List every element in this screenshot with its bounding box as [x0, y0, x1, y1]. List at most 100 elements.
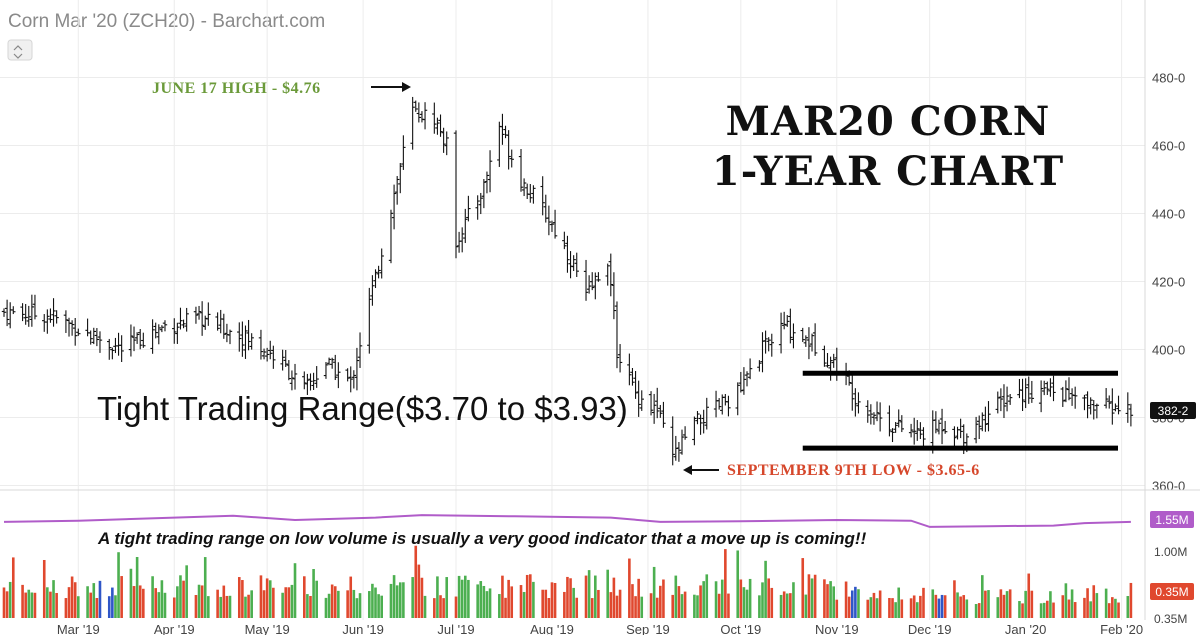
volume-bar	[8, 581, 12, 618]
volume-bar	[1067, 599, 1071, 618]
volume-bar	[445, 577, 449, 618]
volume-bar	[398, 582, 402, 618]
price-bar	[308, 373, 313, 391]
volume-bar	[869, 597, 873, 618]
volume-bar	[337, 590, 340, 618]
volume-bar	[98, 580, 102, 618]
price-axis-label: 360-0	[1152, 479, 1185, 494]
volume-bar	[1021, 603, 1024, 618]
price-bar	[726, 395, 731, 417]
volume-bar	[1086, 588, 1089, 618]
volume-bar	[634, 596, 637, 618]
price-bars	[1, 96, 1134, 466]
volume-bar	[544, 589, 548, 618]
volume-bar	[532, 581, 535, 618]
price-bar	[661, 401, 666, 428]
price-bar	[812, 323, 818, 356]
volume-bar	[959, 596, 962, 618]
price-bar	[305, 373, 310, 395]
volume-bar	[553, 582, 557, 618]
volume-bar	[200, 585, 204, 618]
price-bar	[973, 416, 979, 444]
volume-bar	[631, 584, 634, 618]
volume-bar	[207, 596, 210, 618]
volume-bar	[547, 598, 551, 618]
volume-bar	[659, 585, 662, 618]
price-bar	[391, 184, 397, 230]
volume-bar	[479, 581, 483, 618]
volume-bar	[262, 590, 266, 618]
volume-bar	[21, 584, 24, 618]
volume-bar	[324, 597, 328, 618]
volume-bar	[758, 595, 761, 618]
volume-bar	[615, 595, 619, 618]
volume-bar	[640, 596, 644, 618]
volume-bar	[185, 565, 188, 618]
volume-bar	[33, 592, 37, 618]
price-bar	[800, 327, 805, 343]
volume-bar	[587, 570, 591, 618]
volume-bar	[107, 596, 111, 618]
volume-bar	[89, 592, 92, 618]
volume-bar	[804, 594, 808, 618]
volume-bar	[222, 585, 226, 618]
date-axis-label: Apr '19	[154, 622, 195, 635]
price-bar	[1082, 394, 1087, 411]
volume-bar	[485, 591, 489, 618]
volume-bar	[612, 577, 616, 618]
price-bar	[416, 102, 422, 123]
volume-bar	[55, 592, 58, 618]
price-bar	[571, 255, 576, 271]
price-bar	[744, 371, 750, 387]
volume-bar	[956, 592, 959, 618]
volume-bar	[194, 595, 198, 618]
volume-bar	[984, 590, 987, 618]
volume-bar	[377, 594, 380, 618]
volume-bar	[671, 594, 675, 618]
price-bar	[608, 253, 613, 297]
price-bar	[1026, 376, 1031, 404]
volume-note-label: A tight trading range on low volume is u…	[97, 529, 867, 548]
price-bar	[311, 372, 316, 391]
price-bar	[899, 415, 905, 433]
volume-bar	[652, 566, 656, 618]
price-bar	[422, 102, 428, 130]
volume-bar	[1049, 591, 1052, 618]
volume-bar	[24, 592, 27, 618]
volume-bar	[770, 587, 774, 618]
avg-volume-tag: 1.55M	[1150, 511, 1194, 528]
volume-bar	[575, 597, 579, 618]
price-bar	[351, 370, 357, 389]
volume-bar	[996, 597, 1000, 618]
price-bar	[1063, 380, 1069, 403]
volume-bar	[228, 595, 232, 618]
volume-bar	[748, 578, 752, 618]
price-bar	[107, 338, 112, 360]
price-bar	[856, 392, 861, 414]
price-axis-label: 400-0	[1152, 343, 1185, 358]
volume-bar	[761, 582, 764, 618]
price-bar	[444, 131, 449, 156]
price-bar	[1001, 384, 1007, 419]
volume-bar	[1005, 591, 1009, 618]
chart-settings-icon[interactable]	[7, 39, 33, 61]
volume-bar	[1002, 594, 1006, 618]
price-bar	[131, 326, 137, 352]
volume-bar	[649, 593, 653, 618]
volume-bar	[977, 603, 981, 618]
volume-bar	[894, 602, 897, 618]
price-bar	[11, 306, 16, 315]
volume-bar	[857, 589, 860, 618]
volume-bar	[810, 578, 814, 618]
last-volume-tag: 0.35M	[1150, 583, 1194, 600]
price-bar	[540, 176, 545, 216]
volume-bar	[792, 582, 795, 618]
volume-bar	[813, 574, 817, 618]
price-bar	[478, 192, 483, 215]
date-axis-label: Sep '19	[626, 622, 670, 635]
price-bar	[593, 272, 598, 300]
price-bar	[509, 149, 514, 168]
price-bar	[983, 406, 988, 432]
price-bar	[20, 303, 25, 322]
